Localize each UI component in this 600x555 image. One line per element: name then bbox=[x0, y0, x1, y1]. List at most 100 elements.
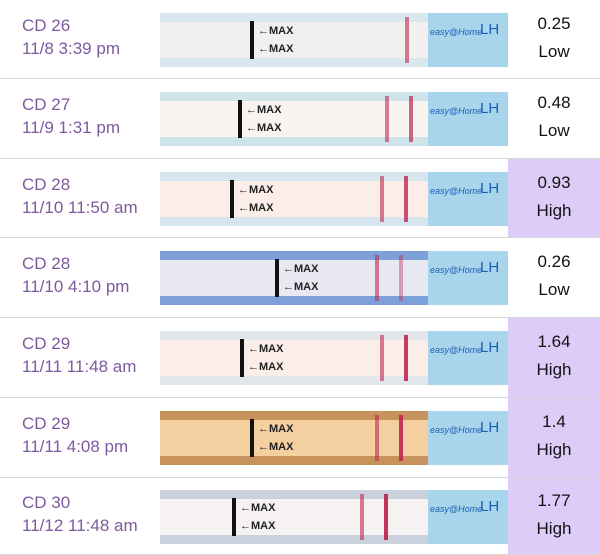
test-line bbox=[360, 493, 364, 540]
test-line bbox=[385, 96, 389, 142]
strip-label-area: easy@Home LH bbox=[428, 411, 508, 465]
brand: easy@Home bbox=[430, 106, 483, 116]
cycle-day: CD 29 bbox=[22, 414, 71, 433]
test-line bbox=[380, 335, 384, 381]
cycle-day: CD 28 bbox=[22, 254, 71, 273]
strip-label-area: easy@Home LH bbox=[428, 12, 508, 67]
test-line bbox=[404, 175, 408, 222]
value: 0.48 bbox=[537, 93, 571, 112]
datetime: 11/9 1:31 pm bbox=[22, 118, 120, 137]
level: Low bbox=[538, 41, 570, 61]
datetime: 11/10 4:10 pm bbox=[22, 277, 130, 296]
strip-bar bbox=[250, 20, 254, 59]
brand: easy@Home bbox=[430, 425, 483, 435]
test-name: LH bbox=[480, 497, 500, 515]
cycle-day: CD 26 bbox=[22, 15, 71, 35]
result: 0.93 High bbox=[508, 159, 600, 237]
max-label: ←MAX bbox=[240, 519, 276, 532]
entry-row: CD 29 11/11 4:08 pm ←MAX ←MAX easy@Home LH 1.4… bbox=[0, 398, 600, 478]
test-strip: ←MAX ←MAX easy@Home LH bbox=[160, 411, 508, 465]
entry-row: CD 26 11/8 3:39 pm ←MAX ←MAX easy@Home LH 0.25… bbox=[0, 0, 600, 79]
max-label: ←MAX bbox=[238, 183, 274, 196]
level: Low bbox=[538, 121, 570, 140]
test-line bbox=[399, 255, 403, 301]
cycle-day: CD 29 bbox=[22, 334, 71, 353]
strip-label-area: easy@Home LH bbox=[428, 331, 508, 385]
test-strip: ←MAX ←MAX easy@Home LH bbox=[160, 171, 508, 226]
test-name: LH bbox=[480, 179, 500, 197]
datetime: 11/11 4:08 pm bbox=[22, 437, 129, 456]
value: 0.93 bbox=[537, 172, 571, 192]
result: 1.4 High bbox=[508, 398, 600, 477]
test-line bbox=[375, 415, 379, 461]
test-line bbox=[384, 493, 388, 540]
strip-label-area: easy@Home LH bbox=[428, 489, 508, 544]
result: 1.77 High bbox=[508, 478, 600, 554]
brand: easy@Home bbox=[430, 345, 483, 355]
result: 0.26 Low bbox=[508, 238, 600, 317]
value: 1.64 bbox=[537, 332, 571, 351]
cycle-day: CD 28 bbox=[22, 174, 71, 194]
result: 0.25 Low bbox=[508, 0, 600, 78]
strip-bar bbox=[230, 179, 234, 218]
max-label: ←MAX bbox=[258, 423, 294, 435]
value: 0.25 bbox=[537, 13, 571, 33]
datetime: 11/11 11:48 am bbox=[22, 357, 137, 376]
level: High bbox=[536, 360, 572, 379]
max-label: ←MAX bbox=[283, 281, 319, 293]
test-name: LH bbox=[480, 259, 500, 276]
brand: easy@Home bbox=[430, 265, 483, 275]
max-label: ←MAX bbox=[246, 122, 282, 134]
entry-row: CD 29 11/11 11:48 am ←MAX ←MAX easy@Home LH 1.… bbox=[0, 318, 600, 398]
test-name: LH bbox=[480, 339, 500, 356]
strip-label-area: easy@Home LH bbox=[428, 92, 508, 146]
strip-bar bbox=[250, 419, 254, 457]
test-strip: ←MAX ←MAX easy@Home LH bbox=[160, 92, 508, 146]
level: High bbox=[536, 440, 572, 459]
cycle-day: CD 27 bbox=[22, 95, 71, 114]
strip-label-area: easy@Home LH bbox=[428, 171, 508, 226]
max-label: ←MAX bbox=[240, 501, 276, 514]
datetime: 11/8 3:39 pm bbox=[22, 38, 120, 58]
entry-row: CD 30 11/12 11:48 am ←MAX ←MAX easy@Home LH 1.… bbox=[0, 478, 600, 555]
test-line bbox=[375, 255, 379, 301]
result: 0.48 Low bbox=[508, 79, 600, 158]
test-strip: ←MAX ←MAX easy@Home LH bbox=[160, 251, 508, 305]
max-label: ←MAX bbox=[258, 24, 294, 37]
max-label: ←MAX bbox=[248, 343, 284, 355]
test-name: LH bbox=[480, 100, 500, 117]
test-line bbox=[399, 415, 403, 461]
max-label: ←MAX bbox=[248, 361, 284, 373]
level: High bbox=[536, 200, 572, 220]
result: 1.64 High bbox=[508, 318, 600, 397]
brand: easy@Home bbox=[430, 503, 483, 514]
test-strip: ←MAX ←MAX easy@Home LH bbox=[160, 12, 508, 67]
brand: easy@Home bbox=[430, 26, 483, 37]
max-label: ←MAX bbox=[258, 42, 294, 55]
test-line bbox=[380, 175, 384, 222]
max-label: ←MAX bbox=[238, 201, 274, 214]
test-strip: ←MAX ←MAX easy@Home LH bbox=[160, 331, 508, 385]
entry-row: CD 28 11/10 11:50 am ←MAX ←MAX easy@Home LH 0.… bbox=[0, 159, 600, 238]
datetime: 11/12 11:48 am bbox=[22, 515, 138, 535]
strip-bar bbox=[232, 497, 236, 536]
strip-bar bbox=[238, 100, 242, 138]
datetime: 11/10 11:50 am bbox=[22, 197, 138, 217]
entry-row: CD 27 11/9 1:31 pm ←MAX ←MAX easy@Home LH 0.48… bbox=[0, 79, 600, 159]
entry-row: CD 28 11/10 4:10 pm ←MAX ←MAX easy@Home LH 0.2… bbox=[0, 238, 600, 318]
value: 1.77 bbox=[537, 490, 571, 510]
test-line bbox=[405, 16, 409, 63]
max-label: ←MAX bbox=[258, 441, 294, 453]
value: 1.4 bbox=[542, 412, 566, 431]
level: Low bbox=[538, 280, 570, 299]
test-line bbox=[409, 96, 413, 142]
strip-bar bbox=[240, 339, 244, 377]
level: High bbox=[536, 518, 572, 538]
max-label: ←MAX bbox=[283, 263, 319, 275]
test-name: LH bbox=[480, 20, 500, 38]
cycle-day: CD 30 bbox=[22, 492, 71, 512]
strip-label-area: easy@Home LH bbox=[428, 251, 508, 305]
test-line bbox=[404, 335, 408, 381]
test-strip: ←MAX ←MAX easy@Home LH bbox=[160, 489, 508, 544]
